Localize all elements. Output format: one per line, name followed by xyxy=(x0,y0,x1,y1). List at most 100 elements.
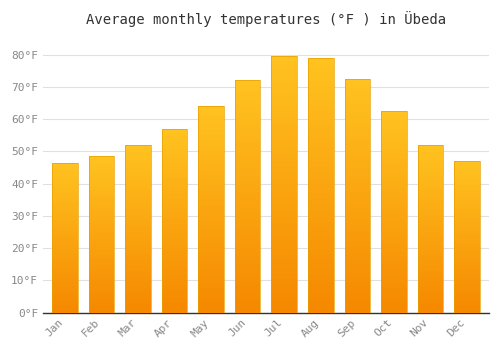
Bar xyxy=(272,159,297,161)
Bar xyxy=(454,202,480,203)
Bar xyxy=(125,156,151,158)
Bar xyxy=(198,280,224,282)
Bar xyxy=(454,219,480,220)
Bar xyxy=(88,239,114,241)
Bar xyxy=(454,272,480,273)
Bar xyxy=(344,123,370,126)
Bar xyxy=(418,205,443,207)
Bar xyxy=(235,222,260,224)
Bar xyxy=(418,177,443,178)
Bar xyxy=(235,273,260,275)
Bar xyxy=(162,311,188,313)
Bar xyxy=(381,117,406,119)
Bar xyxy=(88,173,114,175)
Bar xyxy=(418,147,443,148)
Bar xyxy=(344,278,370,280)
Bar xyxy=(125,173,151,175)
Bar xyxy=(418,246,443,247)
Bar xyxy=(344,215,370,217)
Bar xyxy=(198,234,224,236)
Bar xyxy=(235,278,260,280)
Bar xyxy=(235,134,260,136)
Bar xyxy=(272,136,297,138)
Bar xyxy=(344,292,370,294)
Bar xyxy=(125,224,151,225)
Bar xyxy=(381,129,406,131)
Bar xyxy=(308,231,334,234)
Bar xyxy=(52,238,78,239)
Bar xyxy=(235,171,260,173)
Bar xyxy=(52,170,78,172)
Bar xyxy=(52,305,78,307)
Bar xyxy=(88,167,114,169)
Bar xyxy=(344,303,370,306)
Bar xyxy=(88,158,114,159)
Bar xyxy=(162,171,188,173)
Bar xyxy=(272,305,297,308)
Bar xyxy=(52,311,78,313)
Bar xyxy=(235,254,260,257)
Bar xyxy=(125,212,151,214)
Bar xyxy=(454,220,480,222)
Bar xyxy=(454,296,480,297)
Bar xyxy=(235,120,260,122)
Bar xyxy=(272,154,297,156)
Bar xyxy=(381,166,406,167)
Bar xyxy=(308,134,334,137)
Bar xyxy=(454,251,480,252)
Bar xyxy=(88,172,114,173)
Bar xyxy=(418,289,443,291)
Bar xyxy=(125,189,151,190)
Bar xyxy=(418,242,443,244)
Bar xyxy=(235,138,260,141)
Bar xyxy=(272,266,297,269)
Bar xyxy=(308,106,334,109)
Bar xyxy=(381,246,406,248)
Bar xyxy=(454,234,480,235)
Bar xyxy=(198,211,224,214)
Bar xyxy=(418,185,443,187)
Bar xyxy=(162,283,188,285)
Bar xyxy=(308,287,334,290)
Bar xyxy=(454,176,480,178)
Bar xyxy=(454,298,480,299)
Bar xyxy=(272,141,297,144)
Bar xyxy=(88,306,114,308)
Bar xyxy=(198,298,224,300)
Bar xyxy=(198,108,224,110)
Bar xyxy=(418,172,443,173)
Bar xyxy=(381,188,406,190)
Bar xyxy=(52,283,78,284)
Bar xyxy=(198,137,224,139)
Bar xyxy=(308,93,334,96)
Bar xyxy=(454,179,480,181)
Bar xyxy=(344,219,370,222)
Bar xyxy=(125,205,151,207)
Bar xyxy=(308,254,334,257)
Bar xyxy=(162,144,188,145)
Bar xyxy=(52,296,78,297)
Bar xyxy=(344,83,370,86)
Bar xyxy=(198,139,224,141)
Bar xyxy=(418,251,443,252)
Bar xyxy=(125,301,151,302)
Bar xyxy=(235,180,260,183)
Bar xyxy=(418,259,443,261)
Bar xyxy=(235,176,260,178)
Bar xyxy=(344,163,370,165)
Bar xyxy=(454,264,480,266)
Bar xyxy=(454,210,480,211)
Bar xyxy=(308,205,334,208)
Bar xyxy=(418,207,443,209)
Bar xyxy=(125,296,151,298)
Bar xyxy=(198,193,224,195)
Bar xyxy=(308,147,334,149)
Bar xyxy=(198,129,224,131)
Bar xyxy=(235,92,260,94)
Bar xyxy=(198,245,224,246)
Bar xyxy=(235,210,260,213)
Bar xyxy=(418,156,443,158)
Bar xyxy=(198,224,224,226)
Bar xyxy=(308,298,334,300)
Bar xyxy=(308,282,334,285)
